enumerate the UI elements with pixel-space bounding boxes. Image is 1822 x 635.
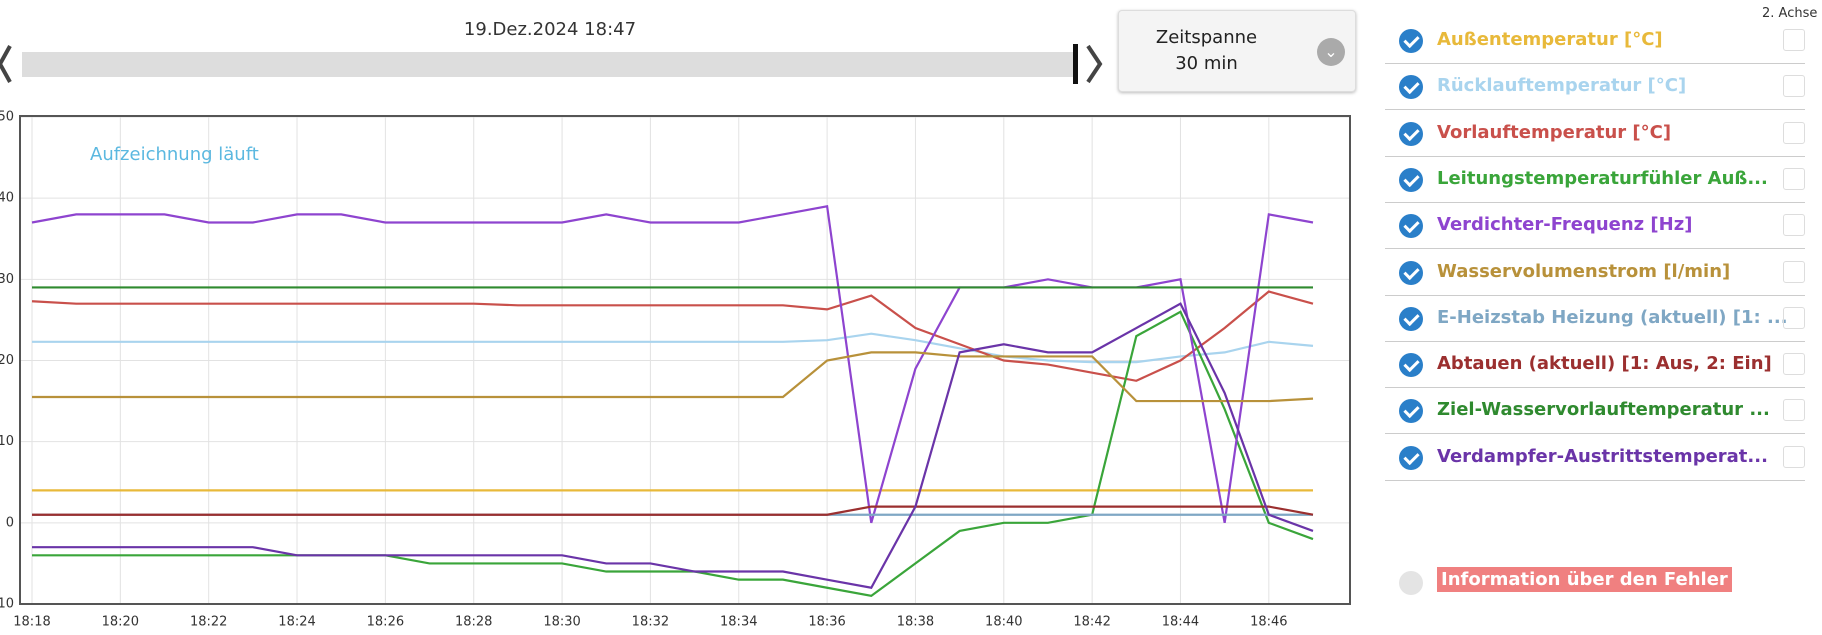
- x-tick-label: 18:20: [102, 615, 139, 630]
- legend-item: Leitungstemperaturfühler Auß...: [1385, 156, 1805, 203]
- y-tick-label: 40: [0, 191, 14, 206]
- prev-arrow[interactable]: [0, 45, 12, 83]
- series-toggle[interactable]: [1399, 214, 1423, 239]
- legend-item: Wasservolumenstrom [l/min]: [1385, 249, 1805, 296]
- series-toggle[interactable]: [1399, 353, 1423, 378]
- y-tick-label: 0: [6, 515, 14, 530]
- legend-label: Abtauen (aktuell) [1: Aus, 2: Ein]: [1437, 353, 1772, 375]
- series-toggle[interactable]: [1399, 306, 1423, 331]
- legend-item: Vorlauftemperatur [°C]: [1385, 110, 1805, 157]
- legend-item: Verdampfer-Austrittstemperat...: [1385, 434, 1805, 481]
- series-toggle[interactable]: [1399, 167, 1423, 192]
- annotation: Aufzeichnung läuft: [90, 144, 259, 165]
- x-tick-label: 18:42: [1073, 615, 1110, 630]
- x-tick-label: 18:30: [543, 615, 580, 630]
- x-tick-label: 18:22: [190, 615, 227, 630]
- x-tick-label: 18:18: [13, 615, 50, 630]
- series-toggle[interactable]: [1399, 399, 1423, 424]
- axis2-checkbox[interactable]: [1783, 353, 1805, 376]
- x-tick-label: 18:28: [455, 615, 492, 630]
- legend-label: Wasservolumenstrom [l/min]: [1437, 260, 1731, 282]
- date-label: 19.Dez.2024 18:47: [464, 19, 636, 40]
- legend-label: Vorlauftemperatur [°C]: [1437, 121, 1672, 143]
- axis2-checkbox[interactable]: [1783, 29, 1805, 51]
- y-tick-label: 50: [0, 110, 14, 125]
- x-tick-label: 18:26: [367, 615, 404, 630]
- x-tick-label: 18:38: [897, 615, 934, 630]
- time-slider[interactable]: [22, 52, 1075, 77]
- series-line: [32, 310, 1314, 598]
- x-tick-label: 18:40: [985, 615, 1022, 630]
- timespan-dropdown[interactable]: Zeitspanne 30 min ⌄: [1118, 10, 1356, 92]
- x-tick-label: 18:24: [278, 615, 315, 630]
- legend-item: E-Heizstab Heizung (aktuell) [1: ...: [1385, 295, 1805, 342]
- series-line: [31, 204, 1314, 524]
- legend-item: Abtauen (aktuell) [1: Aus, 2: Ein]: [1385, 341, 1805, 389]
- legend-item: Verdichter-Frequenz [Hz]: [1385, 202, 1805, 250]
- axis2-checkbox[interactable]: [1783, 260, 1805, 283]
- legend-item: Ziel-Wasservorlauftemperatur ...: [1385, 387, 1805, 435]
- legend-item: Außentemperatur [°C]: [1385, 17, 1805, 64]
- series-line: [32, 302, 1314, 589]
- error-row: Information über den Fehler: [1385, 565, 1805, 605]
- axis2-checkbox[interactable]: [1783, 399, 1805, 422]
- y-tick-label: 20: [0, 353, 14, 368]
- series-line: [31, 290, 1314, 382]
- axis2-checkbox[interactable]: [1783, 167, 1805, 190]
- axis2-label: 2. Achse: [1762, 6, 1818, 21]
- series-line: [32, 351, 1314, 403]
- next-arrow[interactable]: [1086, 44, 1103, 84]
- legend-label: E-Heizstab Heizung (aktuell) [1: ...: [1437, 306, 1788, 328]
- legend-item: Rücklauftemperatur [°C]: [1385, 63, 1805, 111]
- legend-label: Verdampfer-Austrittstemperat...: [1437, 445, 1768, 467]
- error-check[interactable]: [1399, 571, 1423, 595]
- legend-label: Leitungstemperaturfühler Auß...: [1437, 167, 1768, 189]
- y-tick-label: -10: [0, 597, 14, 612]
- slider-handle[interactable]: [1073, 44, 1078, 84]
- axis2-checkbox[interactable]: [1783, 445, 1805, 468]
- x-tick-label: 18:44: [1162, 615, 1199, 630]
- series-toggle[interactable]: [1399, 75, 1423, 100]
- x-tick-label: 18:32: [632, 615, 669, 630]
- axis2-checkbox[interactable]: [1783, 214, 1805, 237]
- x-tick-label: 18:34: [720, 615, 757, 630]
- dropdown-icon: ⌄: [1317, 38, 1345, 66]
- y-tick-label: 10: [0, 434, 14, 449]
- series-toggle[interactable]: [1399, 29, 1423, 53]
- y-tick-label: 30: [0, 272, 14, 287]
- legend-label: Außentemperatur [°C]: [1437, 29, 1663, 50]
- timespan-label: Zeitspanne 30 min: [1155, 27, 1258, 74]
- legend-label: Rücklauftemperatur [°C]: [1437, 75, 1687, 97]
- axis2-checkbox[interactable]: [1783, 75, 1805, 98]
- series-toggle[interactable]: [1399, 445, 1423, 470]
- series-toggle[interactable]: [1399, 121, 1423, 146]
- x-tick-label: 18:36: [808, 615, 845, 630]
- axis2-checkbox[interactable]: [1783, 121, 1805, 144]
- series-toggle[interactable]: [1399, 260, 1423, 285]
- legend-label: Verdichter-Frequenz [Hz]: [1437, 214, 1693, 236]
- x-tick-label: 18:46: [1250, 615, 1287, 630]
- legend-label: Ziel-Wasservorlauftemperatur ...: [1437, 399, 1770, 421]
- plot-frame: [19, 115, 1351, 605]
- axis2-checkbox[interactable]: [1783, 306, 1805, 329]
- error-label: Information über den Fehler: [1437, 567, 1732, 592]
- series-line: [32, 505, 1314, 516]
- series-line: [32, 332, 1314, 364]
